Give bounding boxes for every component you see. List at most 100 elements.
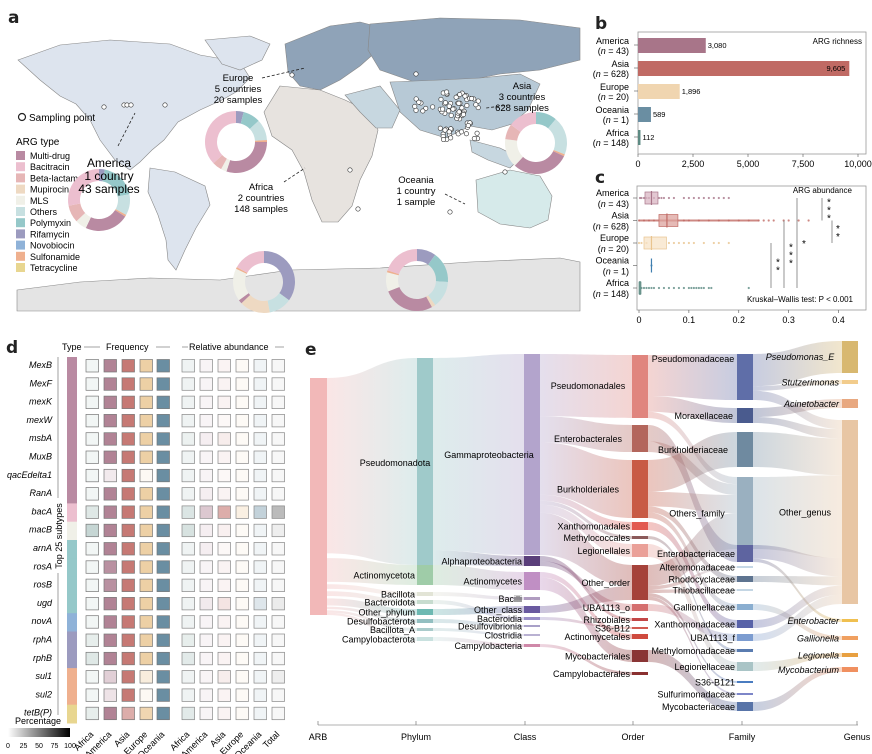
heatmap-row-label: arnA bbox=[33, 543, 52, 553]
frequency-cell bbox=[156, 395, 170, 409]
frequency-cell bbox=[156, 359, 170, 373]
type-bar-bacitracin bbox=[67, 503, 77, 523]
frequency-cell bbox=[156, 688, 170, 702]
frequency-cell bbox=[103, 688, 117, 702]
legend-swatch-tetracycline bbox=[16, 263, 25, 272]
sampling-point bbox=[440, 131, 446, 137]
abundance-cell bbox=[217, 432, 231, 446]
region-label-europe: Europe bbox=[223, 73, 254, 84]
donut-slice-multi-drug bbox=[85, 210, 126, 231]
sankey-link bbox=[540, 617, 632, 629]
c-title: ARG abundance bbox=[793, 186, 853, 195]
abundance-cell bbox=[199, 487, 213, 501]
heatmap-row: mexW bbox=[27, 411, 285, 431]
sankey-label: Other_order bbox=[581, 578, 630, 588]
c-sig-star: * bbox=[836, 232, 840, 243]
abundance-cell bbox=[199, 597, 213, 611]
sankey-node-arb bbox=[310, 378, 327, 615]
frequency-cell bbox=[85, 468, 99, 483]
abundance-cell bbox=[235, 359, 249, 373]
sampling-point bbox=[162, 102, 168, 108]
abundance-cell bbox=[217, 377, 231, 391]
sankey-link bbox=[648, 491, 737, 513]
sankey-node-family bbox=[737, 634, 753, 641]
c-point bbox=[650, 286, 653, 290]
sampling-point bbox=[461, 109, 467, 115]
type-bar-novobiocin bbox=[67, 613, 77, 632]
land-europe bbox=[284, 21, 391, 91]
callout-america bbox=[117, 112, 136, 147]
b-bar-africa bbox=[638, 130, 641, 145]
frequency-cell bbox=[156, 414, 170, 428]
c-point bbox=[747, 219, 750, 222]
sampling-point bbox=[448, 112, 454, 118]
c-x-tick-label: 0.1 bbox=[683, 315, 696, 325]
d-legend: Percentage 0 25 50 75 100 bbox=[6, 716, 76, 750]
sankey-label: Mycobacteriaceae bbox=[662, 702, 735, 712]
sankey-link bbox=[540, 512, 632, 586]
sankey-link bbox=[648, 566, 737, 590]
sankey-label: Burkholderiaceae bbox=[658, 445, 728, 455]
type-bar-multi-drug bbox=[67, 357, 77, 376]
frequency-cell bbox=[121, 633, 135, 647]
abundance-cell bbox=[199, 395, 213, 409]
sankey-label: Campylobacteria bbox=[454, 641, 522, 651]
c-point bbox=[652, 286, 656, 290]
abundance-cell bbox=[217, 487, 231, 501]
c-point bbox=[638, 196, 642, 200]
frequency-cell bbox=[85, 670, 99, 684]
abundance-cell bbox=[217, 688, 231, 702]
sankey-link bbox=[433, 550, 524, 566]
sampling-point bbox=[459, 112, 465, 118]
c-point bbox=[697, 196, 700, 200]
sampling-point bbox=[475, 136, 481, 142]
c-box-america bbox=[644, 191, 659, 205]
type-bar-polymyxin bbox=[67, 558, 77, 578]
panel-label-e: e bbox=[305, 340, 317, 360]
b-category-label: America bbox=[596, 36, 629, 46]
b-value-label: 1,896 bbox=[682, 87, 701, 96]
heatmap-row: RanA bbox=[29, 485, 285, 504]
sankey-link bbox=[753, 667, 842, 711]
donut-slice-multi-drug bbox=[226, 142, 267, 173]
sampling-point-legend-icon bbox=[17, 112, 27, 122]
type-bar-multi-drug bbox=[67, 411, 77, 431]
abundance-cell bbox=[253, 468, 267, 483]
region-label-oceania: 1 sample bbox=[397, 197, 436, 208]
b-category-label: Oceania bbox=[595, 105, 629, 115]
abundance-cell bbox=[217, 395, 231, 409]
c-point bbox=[662, 196, 666, 200]
sankey-link bbox=[540, 504, 632, 557]
type-bar-multi-drug bbox=[67, 448, 77, 468]
sankey-node-class bbox=[524, 617, 540, 620]
abundance-cell bbox=[253, 651, 267, 666]
c-point bbox=[637, 219, 641, 222]
heatmap-row: MexF bbox=[30, 375, 285, 395]
sankey-label: Thiobacillaceae bbox=[672, 586, 735, 596]
abundance-cell bbox=[271, 670, 285, 684]
c-category-n: (n = 20) bbox=[598, 244, 629, 254]
sampling-point bbox=[471, 135, 477, 141]
sampling-point bbox=[460, 110, 466, 116]
sankey-label: Legionella bbox=[798, 651, 839, 661]
abundance-cell bbox=[271, 523, 285, 538]
heatmap-row: rphB bbox=[33, 649, 285, 669]
sankey-link bbox=[327, 591, 417, 604]
donut-slice-multi-drug bbox=[388, 286, 432, 311]
abundance-cell bbox=[181, 633, 195, 647]
frequency-column-label: Africa bbox=[72, 729, 95, 752]
legend-label: Sulfonamide bbox=[30, 252, 80, 262]
sankey-link bbox=[648, 441, 737, 495]
c-point bbox=[682, 241, 685, 245]
c-point bbox=[717, 219, 720, 222]
sampling-point bbox=[420, 108, 426, 114]
sankey-node-phylum bbox=[417, 600, 433, 604]
legend-label: Tetracycline bbox=[30, 263, 78, 273]
frequency-cell bbox=[156, 432, 170, 446]
c-point bbox=[677, 286, 681, 290]
sankey-label: Enterobacterales bbox=[554, 434, 623, 444]
